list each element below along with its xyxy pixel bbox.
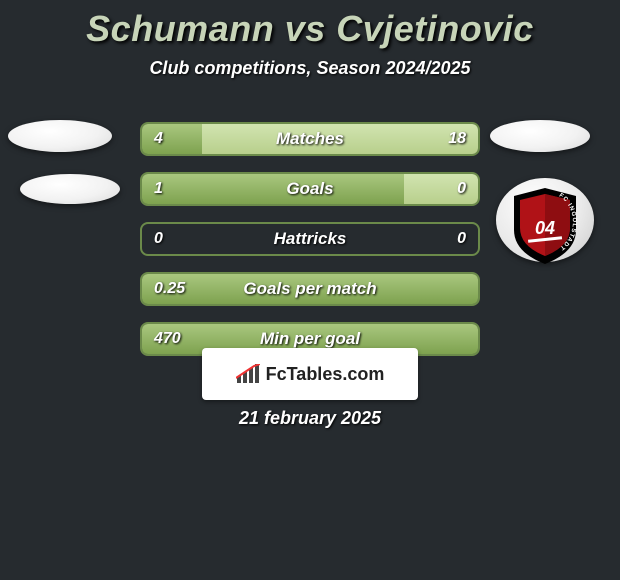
stat-value-right: 0 (457, 174, 466, 204)
stat-row: 0Hattricks0 (140, 222, 480, 256)
badge-number: 04 (535, 218, 555, 238)
brand-text: FcTables.com (266, 364, 385, 385)
stat-label: Hattricks (142, 224, 478, 254)
shield-icon: FC INGOLSTADT 04 (510, 186, 580, 266)
stat-value-right: 18 (448, 124, 466, 154)
brand-box[interactable]: FcTables.com (202, 348, 418, 400)
stat-row: 1Goals0 (140, 172, 480, 206)
comparison-bars: 4Matches181Goals00Hattricks00.25Goals pe… (140, 122, 480, 372)
player-right-placeholder (490, 120, 590, 152)
stat-row: 0.25Goals per match (140, 272, 480, 306)
date-text: 21 february 2025 (0, 408, 620, 429)
stat-label: Matches (142, 124, 478, 154)
infographic-root: Schumann vs Cvjetinovic Club competition… (0, 0, 620, 580)
player-left-placeholder-1 (8, 120, 112, 152)
page-subtitle: Club competitions, Season 2024/2025 (0, 58, 620, 79)
player-left-placeholder-2 (20, 174, 120, 204)
stat-value-right: 0 (457, 224, 466, 254)
stat-label: Goals per match (142, 274, 478, 304)
club-badge: FC INGOLSTADT 04 (496, 178, 594, 262)
stat-label: Goals (142, 174, 478, 204)
stat-row: 4Matches18 (140, 122, 480, 156)
bar-chart-icon (236, 364, 260, 384)
page-title: Schumann vs Cvjetinovic (0, 0, 620, 50)
